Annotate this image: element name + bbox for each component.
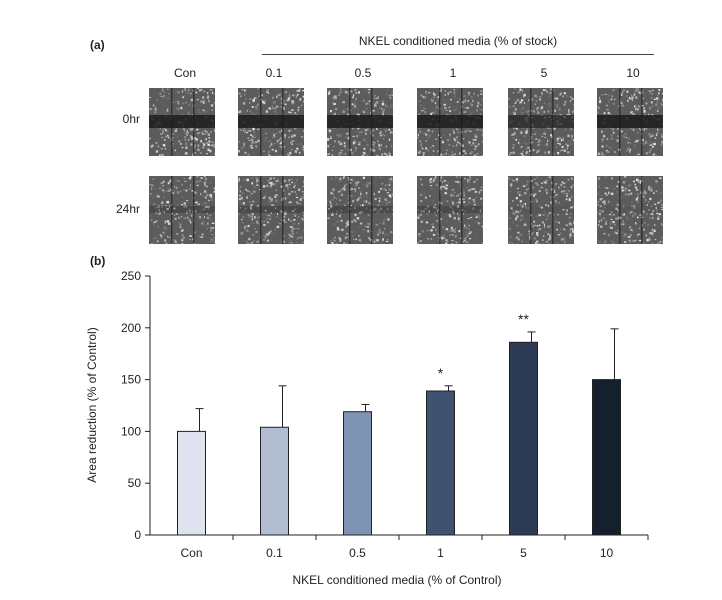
row-label-0hr: 0hr [122,112,140,126]
column-label-0-1: 0.1 [265,66,283,80]
x-tick-label: 1 [437,546,444,560]
significance-marker: * [438,365,444,381]
x-tick-label: 0.5 [349,546,366,560]
micrograph-0hr-1 [417,88,483,156]
x-axis-label: NKEL conditioned media (% of Control) [293,573,502,587]
y-tick-label: 200 [121,321,141,335]
panel-b-label: (b) [90,254,106,268]
column-label-5: 5 [540,66,548,80]
micrograph-0hr-Con [149,88,215,156]
row-label-24hr: 24hr [115,202,140,216]
significance-marker: ** [518,311,529,327]
column-label-10: 10 [626,66,640,80]
panel-a-label: (a) [90,38,105,52]
header-rule [262,54,654,55]
y-tick-label: 0 [134,528,141,542]
bar-10 [592,379,621,536]
micrograph-24hr-0.1 [238,176,304,244]
x-tick-label: Con [180,546,202,560]
column-label-con: Con [173,66,196,80]
micrograph-0hr-10 [597,88,663,156]
bar-1 [426,390,455,536]
bar-0.5 [343,411,372,536]
y-tick-label: 50 [128,476,142,490]
micrograph-0hr-0.5 [327,88,393,156]
x-tick-label: 5 [520,546,527,560]
micrograph-24hr-0.5 [327,176,393,244]
x-tick-label: 0.1 [266,546,283,560]
column-label-1: 1 [449,66,457,80]
column-label-0-5: 0.5 [354,66,372,80]
y-tick-label: 250 [121,269,141,283]
panel-a-header: NKEL conditioned media (% of stock) [358,34,558,48]
y-tick-label: 150 [121,373,141,387]
micrograph-24hr-1 [417,176,483,244]
bar-5 [509,341,538,536]
micrograph-0hr-0.1 [238,88,304,156]
bar-0.1 [260,426,289,536]
bar-Con [177,430,206,536]
micrograph-24hr-5 [508,176,574,244]
micrograph-0hr-5 [508,88,574,156]
y-axis-label: Area reduction (% of Control) [85,327,99,482]
y-tick-label: 100 [121,424,141,438]
micrograph-24hr-Con [149,176,215,244]
micrograph-24hr-10 [597,176,663,244]
x-tick-label: 10 [600,546,614,560]
